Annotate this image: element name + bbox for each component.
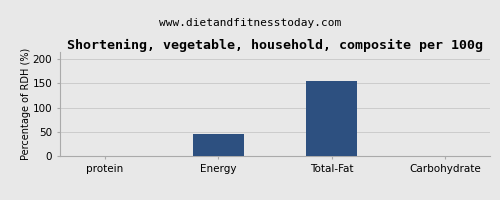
Bar (306, 81, 357, 156)
Title: Shortening, vegetable, household, composite per 100g: Shortening, vegetable, household, compos… (67, 39, 483, 52)
Text: www.dietandfitnesstoday.com: www.dietandfitnesstoday.com (159, 18, 341, 28)
Bar (193, 134, 244, 156)
Y-axis label: Percentage of RDH (%): Percentage of RDH (%) (21, 48, 31, 160)
